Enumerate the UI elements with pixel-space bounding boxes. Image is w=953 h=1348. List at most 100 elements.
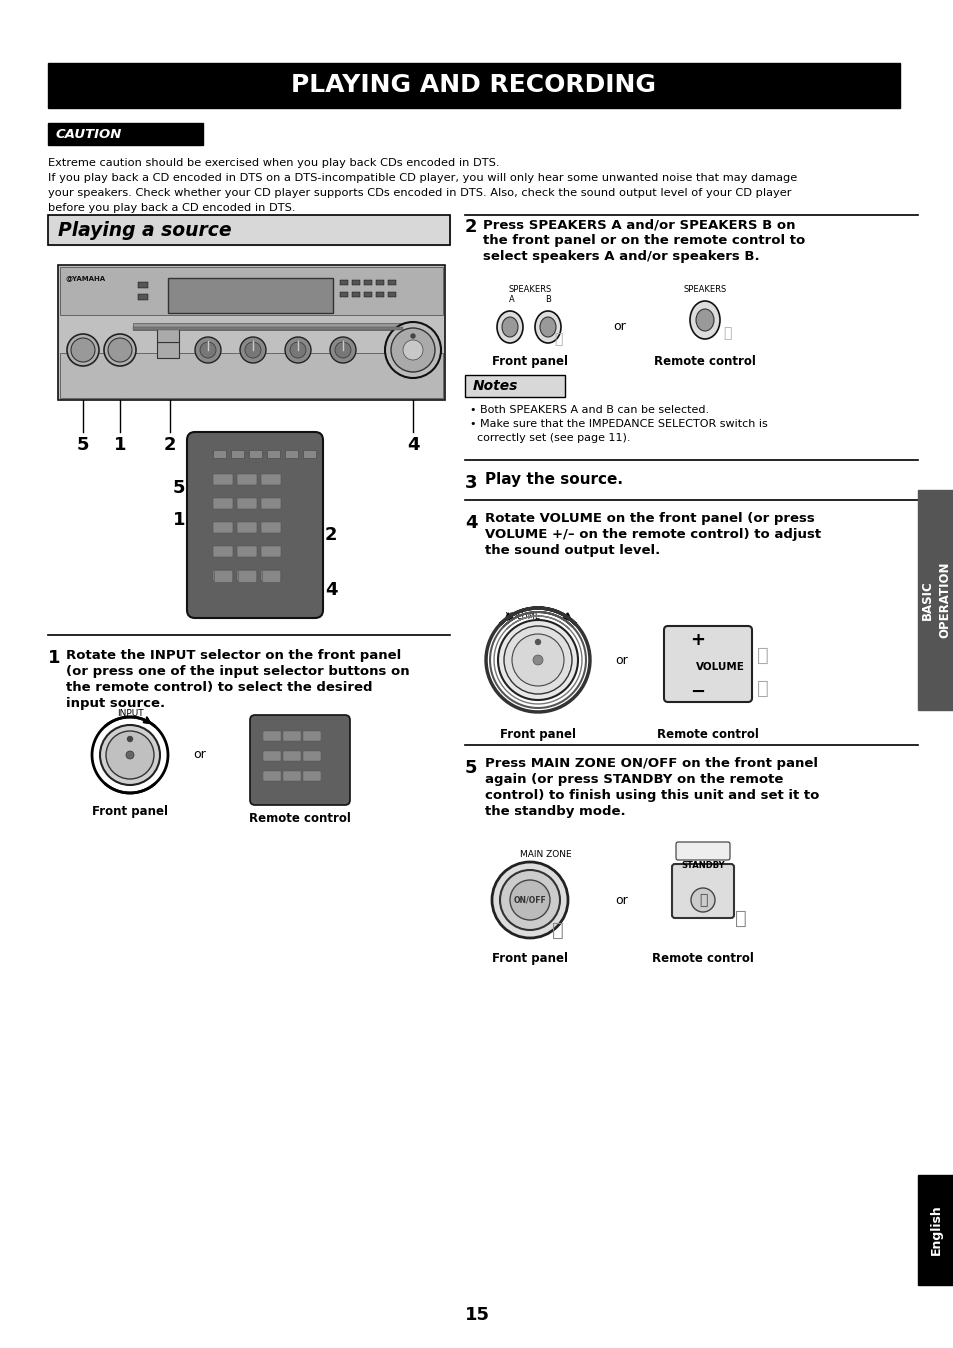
Bar (48, 214, 450, 245)
Text: the remote control) to select the desired: the remote control) to select the desire… (66, 681, 372, 694)
Bar (285, 450, 297, 458)
Text: 4: 4 (406, 435, 418, 454)
Circle shape (535, 639, 540, 644)
Text: 4: 4 (464, 514, 477, 532)
Bar (60, 267, 442, 315)
Text: VOLUME: VOLUME (695, 662, 743, 673)
Text: Playing a source: Playing a source (58, 221, 232, 240)
FancyBboxPatch shape (303, 771, 320, 780)
Text: ON/OFF: ON/OFF (513, 895, 546, 905)
Text: input source.: input source. (66, 697, 165, 710)
Text: your speakers. Check whether your CD player supports CDs encoded in DTS. Also, c: your speakers. Check whether your CD pla… (48, 187, 791, 198)
Text: Press SPEAKERS A and/or SPEAKERS B on: Press SPEAKERS A and/or SPEAKERS B on (482, 218, 795, 231)
Bar (237, 570, 255, 582)
Text: (or press one of the input selector buttons on: (or press one of the input selector butt… (66, 665, 409, 678)
Bar (213, 570, 232, 582)
FancyBboxPatch shape (213, 474, 233, 485)
Circle shape (385, 322, 440, 377)
FancyBboxPatch shape (261, 570, 281, 581)
Bar (388, 293, 395, 297)
Bar (262, 570, 280, 582)
Text: ✋: ✋ (722, 326, 730, 340)
Text: 2: 2 (164, 435, 176, 454)
FancyBboxPatch shape (261, 474, 281, 485)
Ellipse shape (501, 317, 517, 337)
Text: the front panel or on the remote control to: the front panel or on the remote control… (482, 235, 804, 247)
Text: or: or (615, 894, 628, 906)
Text: MAIN ZONE: MAIN ZONE (519, 851, 571, 859)
Bar (464, 375, 564, 398)
FancyBboxPatch shape (283, 751, 301, 762)
Text: ✋: ✋ (757, 646, 768, 665)
FancyBboxPatch shape (261, 497, 281, 510)
Circle shape (335, 342, 351, 359)
Ellipse shape (539, 317, 556, 337)
Ellipse shape (689, 301, 720, 338)
Bar (388, 280, 395, 284)
Text: Remote control: Remote control (652, 952, 753, 965)
FancyBboxPatch shape (236, 522, 256, 532)
Circle shape (71, 338, 95, 363)
Bar (132, 328, 402, 330)
Text: English: English (928, 1205, 942, 1255)
FancyBboxPatch shape (250, 714, 350, 805)
Bar (157, 342, 179, 359)
Ellipse shape (696, 309, 713, 332)
Circle shape (106, 731, 153, 779)
Circle shape (330, 337, 355, 363)
Bar (58, 266, 444, 400)
Text: +: + (690, 631, 705, 648)
Ellipse shape (497, 311, 522, 342)
Circle shape (67, 334, 99, 367)
FancyBboxPatch shape (236, 546, 256, 557)
Text: SPEAKERS: SPEAKERS (508, 284, 551, 294)
Text: 5: 5 (172, 479, 185, 497)
Text: Front panel: Front panel (492, 355, 567, 368)
Circle shape (533, 655, 542, 665)
FancyBboxPatch shape (676, 842, 729, 860)
Text: Notes: Notes (473, 379, 517, 394)
FancyBboxPatch shape (283, 771, 301, 780)
Text: B: B (544, 295, 551, 305)
Text: Remote control: Remote control (657, 728, 759, 741)
Text: Play the source.: Play the source. (484, 472, 622, 487)
Text: VOLUME +/– on the remote control) to adjust: VOLUME +/– on the remote control) to adj… (484, 528, 821, 541)
Bar (138, 294, 148, 301)
Bar (168, 278, 333, 313)
Text: before you play back a CD encoded in DTS.: before you play back a CD encoded in DTS… (48, 204, 295, 213)
Text: 4: 4 (324, 581, 337, 599)
Circle shape (245, 342, 261, 359)
Bar (917, 1175, 953, 1285)
Bar (352, 280, 359, 284)
FancyBboxPatch shape (261, 546, 281, 557)
Bar (352, 293, 359, 297)
Text: Remote control: Remote control (249, 811, 351, 825)
Bar (60, 353, 442, 398)
Circle shape (510, 880, 550, 919)
Text: correctly set (see page 11).: correctly set (see page 11). (470, 433, 630, 443)
FancyBboxPatch shape (283, 731, 301, 741)
Text: 5: 5 (76, 435, 90, 454)
FancyBboxPatch shape (263, 731, 281, 741)
Bar (231, 450, 244, 458)
Circle shape (492, 861, 567, 938)
Circle shape (391, 328, 435, 372)
FancyBboxPatch shape (303, 751, 320, 762)
Text: the standby mode.: the standby mode. (484, 805, 625, 818)
Circle shape (402, 340, 422, 360)
Circle shape (497, 620, 578, 700)
Bar (249, 450, 262, 458)
Text: or: or (613, 321, 626, 333)
Text: 3: 3 (464, 474, 477, 492)
FancyBboxPatch shape (213, 570, 233, 581)
Bar (132, 324, 402, 330)
Circle shape (200, 342, 215, 359)
Text: STANDBY: STANDBY (680, 860, 724, 869)
Text: BASIC
OPERATION: BASIC OPERATION (920, 562, 950, 638)
Text: 2: 2 (324, 526, 337, 545)
Circle shape (108, 338, 132, 363)
Text: Rotate VOLUME on the front panel (or press: Rotate VOLUME on the front panel (or pre… (484, 512, 814, 524)
Text: control) to finish using this unit and set it to: control) to finish using this unit and s… (484, 789, 819, 802)
Bar (48, 123, 203, 146)
Text: ✋: ✋ (552, 921, 563, 940)
